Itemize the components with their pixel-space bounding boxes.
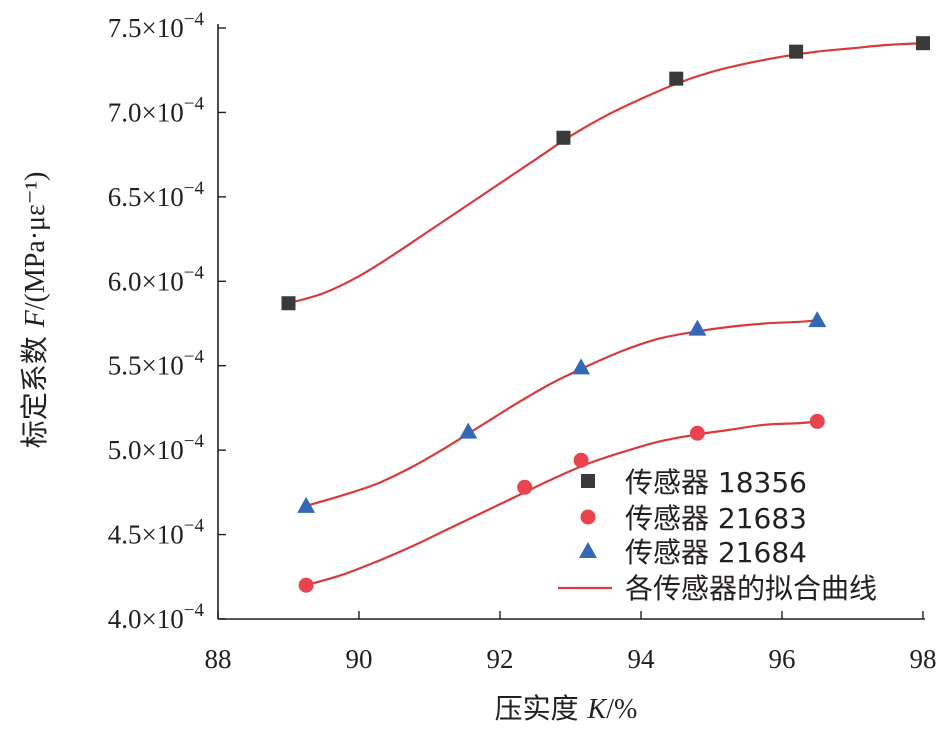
y-tick-label: 6.5×10−4 xyxy=(108,178,205,212)
data-point-series-1 xyxy=(281,296,296,311)
axes xyxy=(217,24,925,620)
fit-lines xyxy=(288,42,924,587)
y-tick-label: 7.0×10−4 xyxy=(108,93,205,127)
data-point-series-1 xyxy=(556,130,571,145)
x-tick-label: 94 xyxy=(628,644,656,674)
data-point-series-1 xyxy=(669,71,684,86)
legend-label-series-2: 传感器 21683 xyxy=(625,502,807,535)
x-tick-label: 90 xyxy=(346,644,373,674)
legend-label-fit: 各传感器的拟合曲线 xyxy=(625,572,877,605)
data-point-series-3 xyxy=(572,358,591,375)
data-point-series-1 xyxy=(789,44,804,59)
fit-line-series-1 xyxy=(288,42,924,305)
data-point-series-2 xyxy=(689,425,705,441)
data-point-series-2 xyxy=(517,479,533,495)
data-point-series-2 xyxy=(573,452,589,468)
tick-labels: 88 90 92 94 96 98 4.0×10−4 4.5×10−4 5.0×10−4 5.5×… xyxy=(108,9,937,674)
x-tick-label: 92 xyxy=(487,644,514,674)
fit-line-series-3 xyxy=(305,319,818,507)
y-tick-label: 6.0×10−4 xyxy=(108,262,205,296)
data-point-series-3 xyxy=(297,496,316,513)
y-tick-label: 7.5×10−4 xyxy=(108,9,205,43)
y-axis-title: 标定系数 F/(MPa·με⁻¹) xyxy=(18,172,51,449)
y-tick-label: 4.0×10−4 xyxy=(108,600,205,634)
data-markers xyxy=(281,36,930,593)
y-tick-label: 5.5×10−4 xyxy=(108,347,205,381)
data-point-series-1 xyxy=(916,36,930,51)
data-point-series-3 xyxy=(459,422,478,439)
x-axis-title: 压实度 K/% xyxy=(495,692,638,725)
x-tick-label: 88 xyxy=(205,644,232,674)
legend-marker-series-2 xyxy=(580,509,596,525)
data-point-series-3 xyxy=(688,319,707,336)
fit-line-series-2 xyxy=(305,420,818,587)
x-tick-label: 96 xyxy=(769,644,796,674)
legend-marker-series-3 xyxy=(579,542,597,558)
data-point-series-2 xyxy=(809,413,825,429)
data-point-series-2 xyxy=(298,577,314,593)
y-tick-label: 4.5×10−4 xyxy=(108,516,205,550)
y-tick-label: 5.0×10−4 xyxy=(108,431,205,465)
data-point-series-3 xyxy=(808,311,827,328)
legend-label-series-1: 传感器 18356 xyxy=(625,466,807,499)
legend-marker-series-1 xyxy=(581,474,595,488)
x-tick-label: 98 xyxy=(910,644,937,674)
legend-label-series-3: 传感器 21684 xyxy=(625,536,807,569)
